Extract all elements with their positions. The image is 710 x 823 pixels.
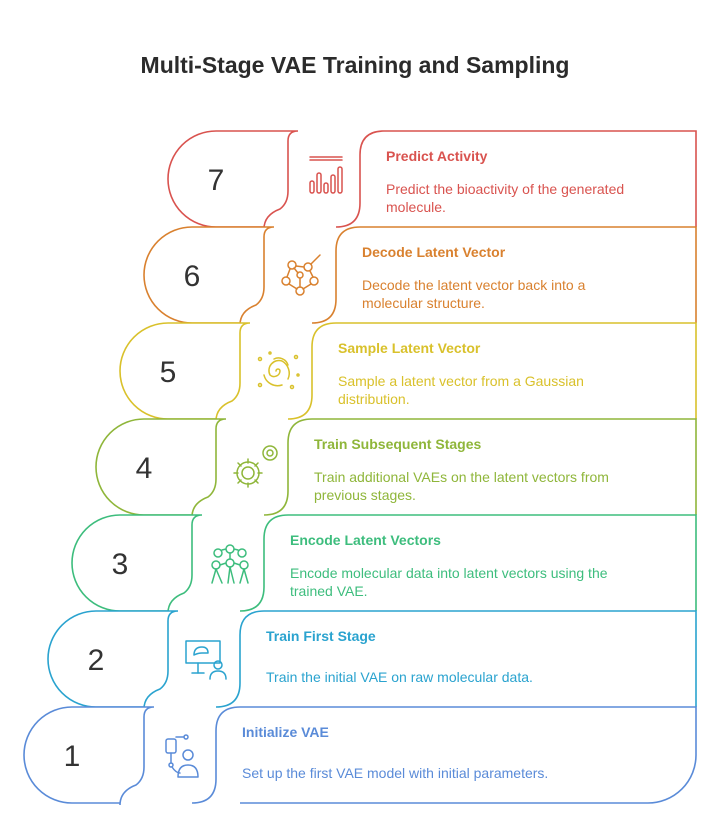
stage-pill <box>119 322 251 422</box>
stage-description: Train additional VAEs on the latent vect… <box>314 469 609 485</box>
stage-number: 5 <box>160 356 177 389</box>
stage-number: 3 <box>112 548 129 581</box>
stage-7: 7 Predict Activity Predict the bioactivity… <box>167 130 697 230</box>
stage-number: 6 <box>184 260 201 293</box>
stage-pill <box>167 130 299 230</box>
stage-connector <box>191 706 241 804</box>
stage-title: Train Subsequent Stages <box>314 436 481 452</box>
stage-title: Train First Stage <box>266 628 376 644</box>
stage-description: Encode molecular data into latent vector… <box>290 565 608 581</box>
molecule-icon <box>281 254 321 296</box>
stage-connector <box>287 322 337 420</box>
stage-title: Predict Activity <box>386 148 488 164</box>
gears-icon <box>233 445 278 488</box>
stage-panel <box>288 514 697 611</box>
stage-description: Sample a latent vector from a Gaussian <box>338 373 584 389</box>
presentation-teacher-icon <box>185 640 227 680</box>
stage-connector <box>335 130 385 228</box>
stage-1: 1 Initialize VAE Set up the first VAE mode… <box>23 706 697 806</box>
stage-title: Initialize VAE <box>242 724 329 740</box>
stage-4: 4 Train Subsequent Stages Train additional… <box>95 418 697 518</box>
stage-6: 6 Decode Latent Vector Decode the latent v… <box>143 226 697 326</box>
stage-title: Decode Latent Vector <box>362 244 506 260</box>
stage-5: 5 Sample Latent Vector Sample a latent vec… <box>119 322 697 422</box>
network-nodes-icon <box>211 544 249 584</box>
stage-title: Sample Latent Vector <box>338 340 481 356</box>
stage-number: 7 <box>208 164 225 197</box>
stage-number: 1 <box>64 740 81 773</box>
stage-title: Encode Latent Vectors <box>290 532 441 548</box>
stage-3: 3 Encode Latent Vectors Encode molecular d… <box>71 514 697 614</box>
stage-panel <box>264 610 697 707</box>
stage-description: molecule. <box>386 199 446 215</box>
stage-pill <box>143 226 275 326</box>
stage-panel <box>360 226 697 323</box>
bar-chart-icon <box>309 156 343 194</box>
stage-description: trained VAE. <box>290 583 368 599</box>
robot-arm-icon <box>165 734 199 778</box>
stage-number: 2 <box>88 644 105 677</box>
stage-pill <box>23 706 155 806</box>
stage-number: 4 <box>136 452 153 485</box>
stage-pill <box>95 418 227 518</box>
stage-panel <box>384 130 697 227</box>
stage-panel <box>336 322 697 419</box>
stage-description: Predict the bioactivity of the generated <box>386 181 624 197</box>
stage-panel <box>312 418 697 515</box>
spiral-galaxy-icon <box>257 351 300 390</box>
stage-connector <box>215 610 265 708</box>
stage-description: molecular structure. <box>362 295 485 311</box>
stage-description: previous stages. <box>314 487 416 503</box>
stage-pill <box>71 514 203 614</box>
stage-connector <box>263 418 313 516</box>
stage-connector <box>239 514 289 612</box>
stage-panel <box>240 706 697 804</box>
stage-description: Decode the latent vector back into a <box>362 277 586 293</box>
stage-2: 2 Train First Stage Train the initial VAE … <box>47 610 697 710</box>
stage-description: distribution. <box>338 391 410 407</box>
stage-description: Train the initial VAE on raw molecular d… <box>266 669 533 685</box>
stage-connector <box>311 226 361 324</box>
stage-pill <box>47 610 179 710</box>
diagram-title: Multi-Stage VAE Training and Sampling <box>140 52 570 78</box>
stage-description: Set up the first VAE model with initial … <box>242 765 548 781</box>
